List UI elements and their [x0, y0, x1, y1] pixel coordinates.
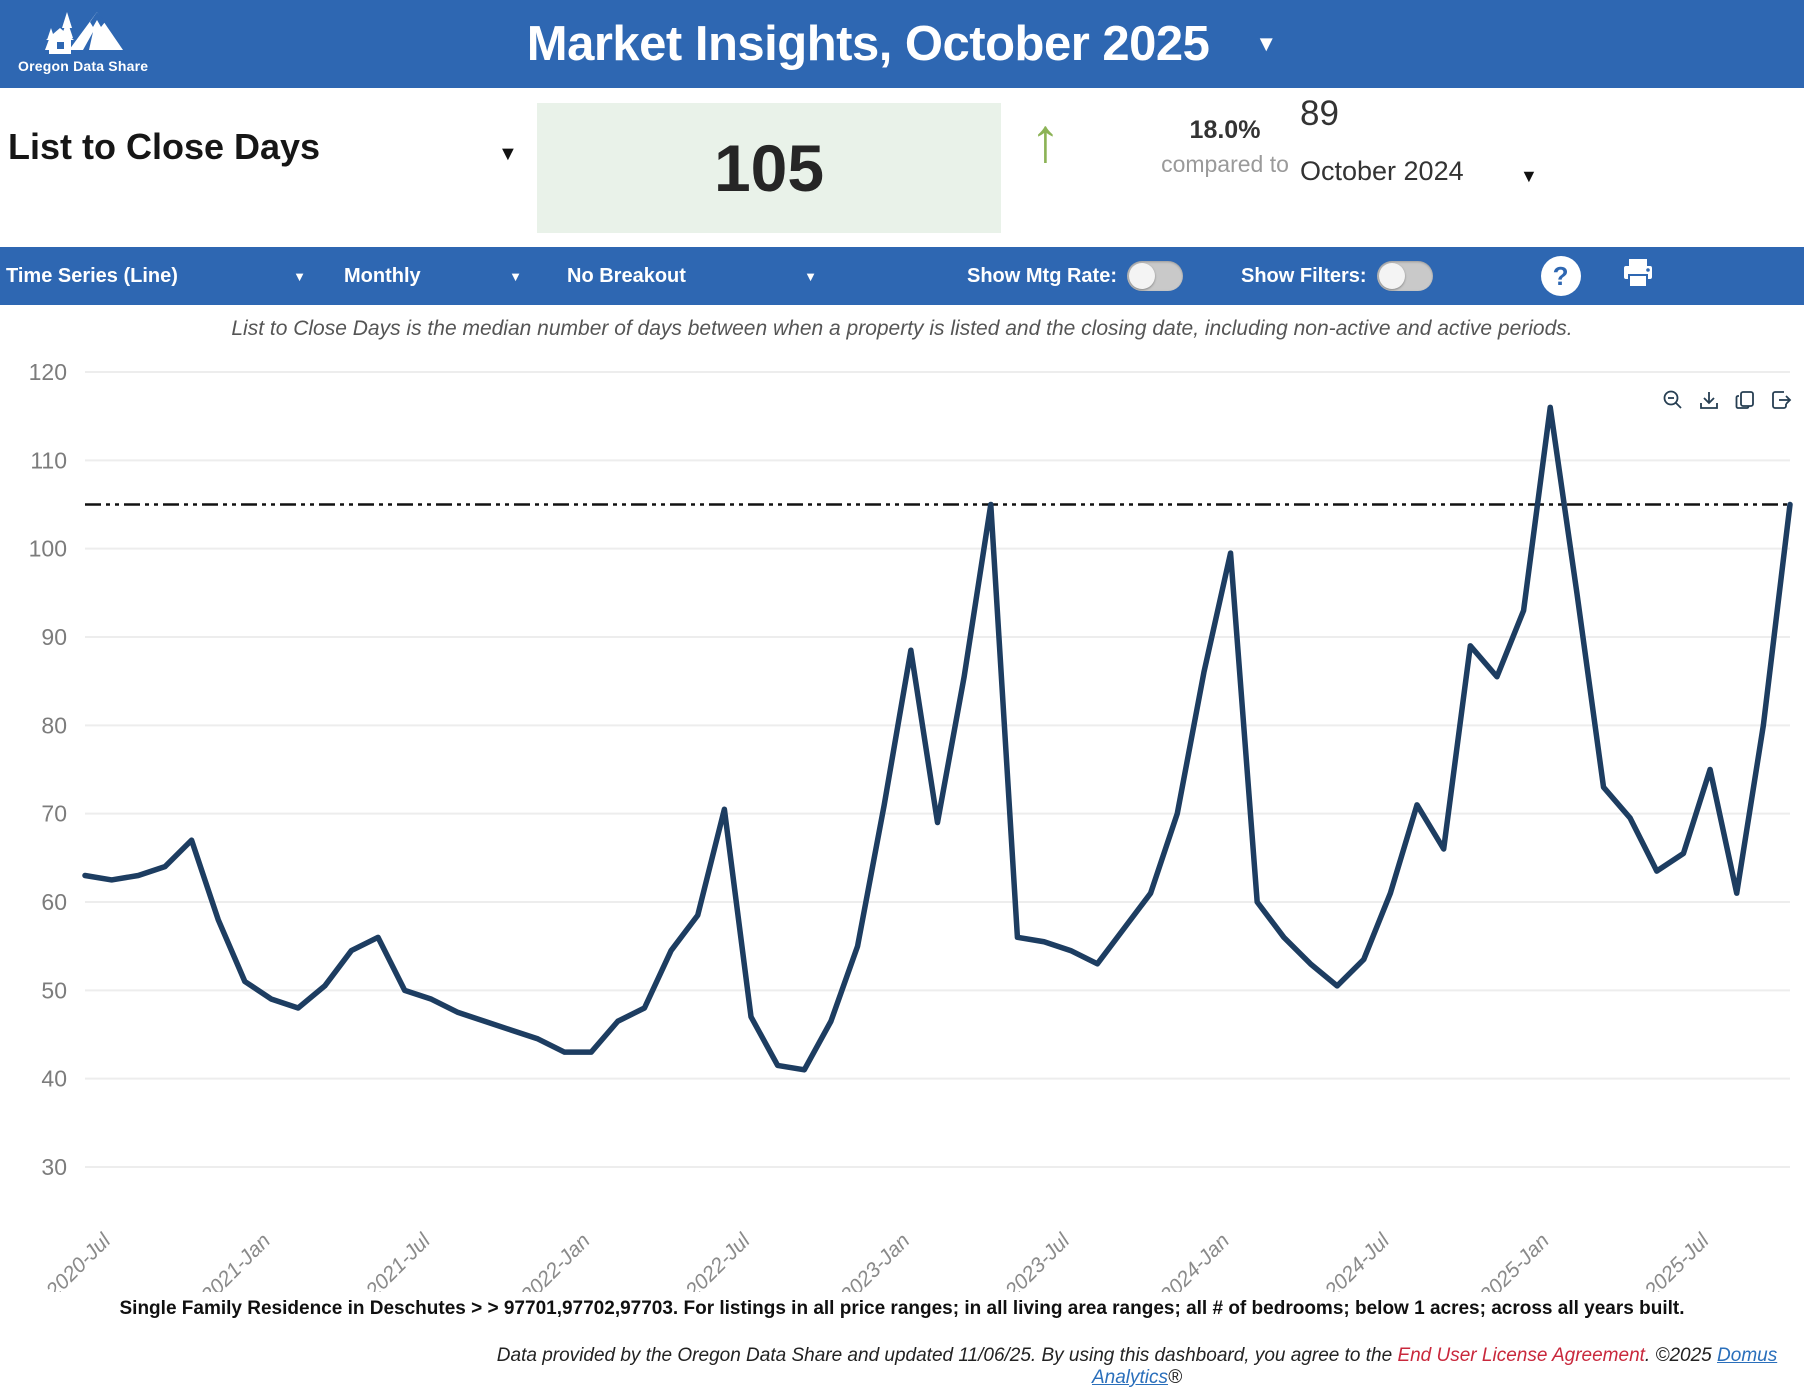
svg-text:70: 70 — [41, 801, 67, 827]
eula-link[interactable]: End User License Agreement — [1397, 1345, 1645, 1366]
compared-to-label: compared to — [1161, 151, 1289, 177]
printer-icon — [1623, 259, 1652, 288]
breakout-dropdown[interactable]: No Breakout ▼ — [567, 265, 817, 288]
domus-analytics-link[interactable]: Domus Analytics — [1091, 1345, 1778, 1388]
svg-text:2025-Jul: 2025-Jul — [1640, 1228, 1715, 1292]
svg-text:50: 50 — [41, 977, 67, 1003]
chart-action-icons — [1662, 389, 1792, 411]
svg-text:90: 90 — [41, 624, 67, 650]
copy-icon[interactable] — [1734, 389, 1756, 411]
metric-description: List to Close Days is the median number … — [231, 317, 1573, 340]
show-filters-toggle-row[interactable]: Show Filters: — [1241, 261, 1433, 291]
export-icon[interactable] — [1770, 389, 1792, 411]
svg-text:2024-Jul: 2024-Jul — [1320, 1228, 1395, 1292]
trend-up-arrow-icon: ↑ — [1030, 106, 1061, 175]
logo-mountain-icon — [45, 12, 124, 54]
chart-type-caret-icon: ▼ — [293, 268, 306, 284]
comparison-period-label[interactable]: October 2024 — [1300, 156, 1464, 186]
breakout-label: No Breakout — [567, 264, 686, 287]
metric-selector-label[interactable]: List to Close Days — [8, 126, 321, 167]
svg-text:2023-Jan: 2023-Jan — [835, 1229, 914, 1292]
svg-text:30: 30 — [41, 1154, 67, 1180]
show-filters-toggle[interactable] — [1376, 261, 1433, 291]
svg-text:2022-Jan: 2022-Jan — [516, 1229, 595, 1292]
footer-text-middle: . ©2025 — [1644, 1345, 1718, 1366]
footer: Data provided by the Oregon Data Share a… — [0, 1345, 1804, 1389]
current-value-box: 105 — [537, 103, 1001, 233]
logo-label: Oregon Data Share — [18, 58, 149, 74]
comparison-value: 89 — [1300, 94, 1339, 133]
filter-summary: Single Family Residence in Deschutes > >… — [119, 1298, 1685, 1319]
comparison-period-caret-icon[interactable]: ▼ — [1520, 166, 1538, 186]
print-button[interactable] — [1621, 257, 1655, 295]
metric-selector-caret-icon[interactable]: ▼ — [498, 143, 518, 165]
change-percent: 18.0% — [1189, 116, 1261, 144]
breakout-caret-icon: ▼ — [804, 268, 817, 284]
svg-text:110: 110 — [30, 447, 67, 473]
svg-text:60: 60 — [41, 889, 67, 915]
svg-text:100: 100 — [29, 536, 67, 562]
chart-type-dropdown[interactable]: Time Series (Line) ▼ — [6, 265, 306, 288]
show-mtg-rate-label: Show Mtg Rate: — [967, 264, 1117, 287]
footer-text: Data provided by the Oregon Data Share a… — [496, 1345, 1398, 1366]
frequency-dropdown[interactable]: Monthly ▼ — [344, 265, 522, 288]
frequency-label: Monthly — [344, 264, 421, 287]
show-mtg-rate-toggle[interactable] — [1127, 261, 1183, 291]
chart-toolbar: Time Series (Line) ▼ Monthly ▼ No Breako… — [0, 247, 1804, 305]
svg-text:2024-Jan: 2024-Jan — [1155, 1229, 1234, 1292]
help-button[interactable]: ? — [1540, 256, 1581, 296]
svg-text:2021-Jul: 2021-Jul — [361, 1228, 436, 1292]
show-filters-label: Show Filters: — [1241, 264, 1367, 287]
metric-row: List to Close Days ▼ 105 ↑ 18.0% compare… — [0, 88, 1804, 247]
svg-text:40: 40 — [41, 1066, 67, 1092]
svg-text:2025-Jan: 2025-Jan — [1475, 1229, 1554, 1292]
report-month-caret-icon[interactable]: ▼ — [1255, 31, 1278, 56]
svg-text:2022-Jul: 2022-Jul — [681, 1228, 756, 1292]
chart-type-label: Time Series (Line) — [6, 264, 178, 287]
zoom-out-icon[interactable] — [1662, 389, 1684, 411]
page-title: Market Insights, October 2025 — [526, 17, 1210, 71]
current-value: 105 — [713, 131, 825, 205]
app-header: Oregon Data Share Market Insights, Octob… — [0, 0, 1804, 88]
svg-text:80: 80 — [41, 712, 67, 738]
download-icon[interactable] — [1698, 389, 1720, 411]
show-mtg-rate-toggle-row[interactable]: Show Mtg Rate: — [967, 261, 1183, 291]
svg-text:120: 120 — [29, 359, 67, 385]
time-series-chart: 30 40 50 60 70 80 90 100 110 120 2020-Jul 2021-Jan 2… — [0, 347, 1804, 1308]
registered-mark: ® — [1168, 1367, 1183, 1388]
frequency-caret-icon: ▼ — [509, 268, 522, 284]
svg-text:2021-Jan: 2021-Jan — [196, 1229, 275, 1292]
svg-text:2020-Jul: 2020-Jul — [41, 1228, 116, 1292]
svg-text:2023-Jul: 2023-Jul — [1000, 1228, 1075, 1292]
line-chart-canvas[interactable]: 30 40 50 60 70 80 90 100 110 120 2020-Jul 2021-Jan 2… — [0, 347, 1804, 1308]
oregon-data-share-logo: Oregon Data Share — [18, 4, 148, 74]
